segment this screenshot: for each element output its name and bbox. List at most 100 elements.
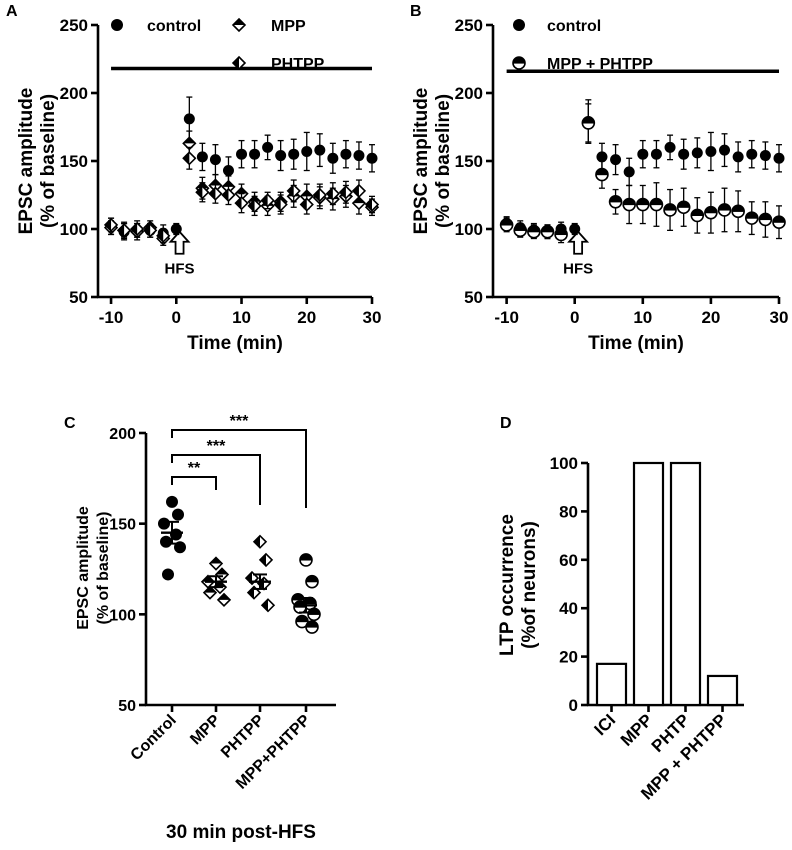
legend-marker: [513, 19, 525, 31]
data-point: [596, 151, 608, 163]
data-point: [731, 204, 745, 219]
data-point: [744, 211, 759, 225]
y-tick-label: 150: [60, 152, 88, 171]
significance-label: ***: [207, 438, 226, 455]
data-point: [222, 165, 234, 177]
bar: [595, 662, 628, 707]
data-point: [759, 150, 771, 162]
y-tick-label: 100: [455, 220, 483, 239]
mean-sem-bar: [161, 520, 183, 545]
data-point: [221, 187, 236, 203]
data-point: [622, 197, 636, 212]
data-point: [258, 552, 274, 568]
data-point: [130, 221, 145, 237]
y-tick-label: 50: [118, 698, 136, 715]
y-tick-label: 150: [455, 152, 483, 171]
data-point: [650, 148, 662, 160]
group-phtpp: [244, 534, 276, 613]
data-point: [156, 228, 171, 243]
y-axis-title: LTP occurrence: [497, 514, 518, 656]
legend: control MPP PHTPP: [111, 17, 325, 73]
data-point: [208, 556, 224, 571]
data-point: [678, 148, 690, 160]
axes: 50 100 150 200 250 -10 0 10 20 30 Time (min) EPSC a…: [16, 16, 381, 354]
data-point: [305, 574, 319, 589]
panel-label: B: [410, 3, 422, 20]
data-point: [705, 145, 717, 157]
data-point: [196, 151, 208, 163]
y-tick-label: 100: [550, 454, 578, 473]
data-point: [676, 200, 691, 215]
hfs-arrow-icon: [567, 230, 590, 255]
data-point: [260, 193, 275, 208]
series-mpp-phtpp: [499, 103, 786, 244]
data-point: [295, 614, 309, 629]
data-point: [143, 223, 158, 238]
y-tick-label: 250: [455, 16, 483, 35]
y-tick-label: 20: [559, 648, 578, 667]
x-tick-label: 0: [172, 308, 181, 327]
series-control: [105, 96, 378, 242]
y-tick-label: 250: [60, 16, 88, 35]
x-tick-label: -10: [99, 308, 124, 327]
data-point: [305, 620, 319, 634]
data-point: [182, 151, 197, 166]
x-tick-label: -10: [494, 308, 519, 327]
y-tick-label: 150: [109, 517, 136, 534]
mean-sem-bar: [249, 573, 271, 590]
data-point: [307, 607, 321, 622]
x-axis-title: Time (min): [187, 333, 283, 354]
data-point: [746, 148, 758, 160]
data-point: [327, 152, 339, 164]
data-point: [236, 148, 248, 160]
hfs-arrow-icon: [168, 230, 191, 255]
data-point: [275, 150, 287, 162]
data-point: [772, 215, 786, 229]
significance-label: ***: [230, 413, 249, 430]
panel-label: A: [6, 3, 18, 20]
data-point: [690, 208, 705, 223]
y-axis-title: EPSC amplitude: [16, 88, 37, 235]
data-point: [351, 183, 367, 199]
significance-label: **: [188, 460, 201, 477]
data-point: [247, 198, 262, 214]
data-point: [158, 517, 170, 530]
data-point: [732, 151, 744, 163]
legend-marker: [512, 56, 526, 70]
x-tick-label: 10: [633, 308, 652, 327]
data-point: [554, 227, 568, 242]
y-tick-label: 200: [60, 84, 88, 103]
y-tick-label: 0: [569, 696, 578, 715]
data-point: [208, 186, 223, 201]
data-point: [103, 217, 119, 233]
y-tick-label: 100: [109, 607, 136, 624]
panel-D: D 0 20 40 60 80 100 LTP occurrence (%of neurons)…: [497, 415, 744, 803]
data-point: [364, 197, 380, 212]
data-point: [704, 205, 718, 220]
data-point: [183, 113, 195, 125]
data-point: [116, 223, 132, 238]
data-point: [160, 535, 172, 548]
data-point: [338, 185, 354, 200]
x-tick-label: MPP: [187, 712, 224, 749]
y-tick-label: 200: [109, 426, 136, 443]
panel-label: D: [500, 415, 512, 432]
mean-sem-bar: [295, 597, 317, 614]
x-tick-label: Control: [128, 712, 180, 764]
y-tick-label: 50: [464, 288, 483, 307]
data-point: [172, 508, 184, 521]
panel-label: C: [64, 415, 76, 432]
bar: [706, 674, 739, 707]
x-tick-label: 10: [232, 308, 251, 327]
data-point: [249, 148, 261, 160]
data-point: [664, 141, 676, 153]
data-point: [216, 592, 232, 607]
y-tick-label: 200: [455, 84, 483, 103]
axes: 50 100 150 200 250 -10 0 10 20 30 Time (min) EPSC a…: [411, 16, 788, 354]
legend-marker: [231, 55, 247, 71]
y-axis-title-line2: (%of neurons): [519, 521, 540, 649]
data-point: [312, 187, 327, 203]
data-point: [170, 223, 182, 235]
